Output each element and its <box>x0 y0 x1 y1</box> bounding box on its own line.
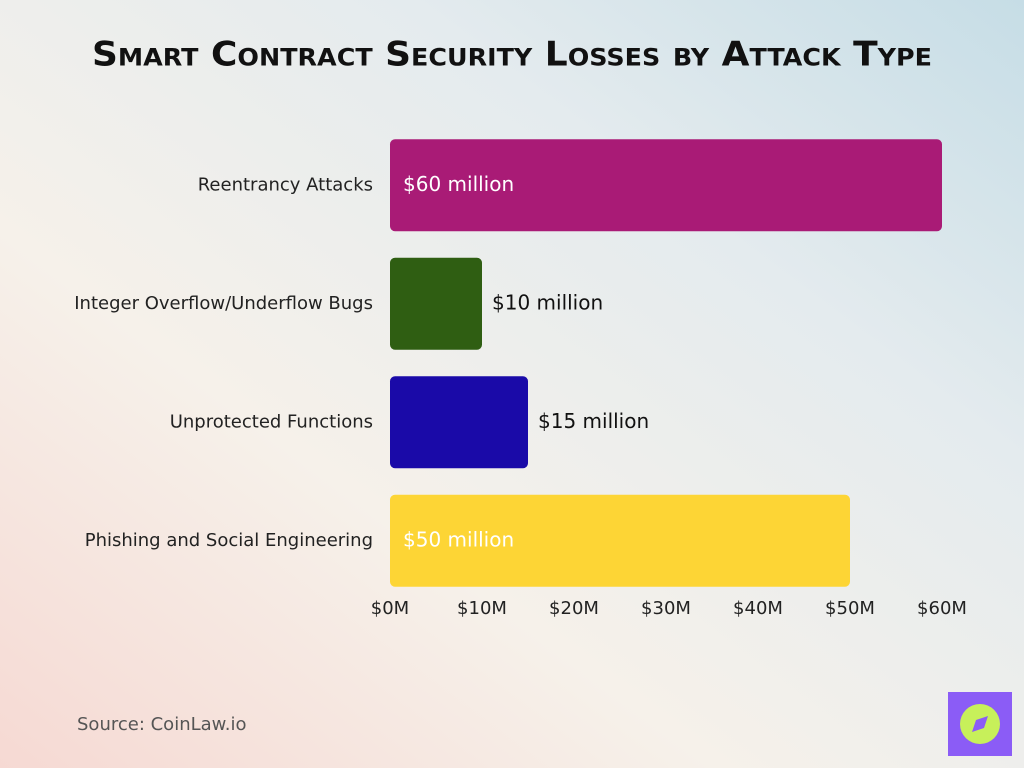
source-note: Source: CoinLaw.io <box>77 714 246 735</box>
x-tick-label: $0M <box>371 598 409 619</box>
logo <box>948 692 1012 756</box>
bar <box>390 494 850 587</box>
y-tick-label: Phishing and Social Engineering <box>85 530 373 551</box>
x-tick-label: $30M <box>641 598 691 619</box>
logo-needle <box>972 716 988 732</box>
bar <box>390 139 942 232</box>
value-label: $60 million <box>403 172 514 196</box>
value-label: $10 million <box>492 290 603 314</box>
value-label: $15 million <box>538 409 649 433</box>
y-tick-label: Unprotected Functions <box>170 411 373 432</box>
value-label: $50 million <box>403 527 514 551</box>
x-tick-label: $20M <box>549 598 599 619</box>
x-tick-label: $40M <box>733 598 783 619</box>
bar <box>390 376 528 469</box>
x-tick-label: $10M <box>457 598 507 619</box>
chart-title: Smart Contract Security Losses by Attack… <box>92 35 932 75</box>
y-tick-label: Reentrancy Attacks <box>198 174 373 195</box>
x-tick-label: $50M <box>825 598 875 619</box>
y-tick-label: Integer Overflow/Underflow Bugs <box>74 293 373 314</box>
x-tick-label: $60M <box>917 598 967 619</box>
bar <box>390 257 482 350</box>
